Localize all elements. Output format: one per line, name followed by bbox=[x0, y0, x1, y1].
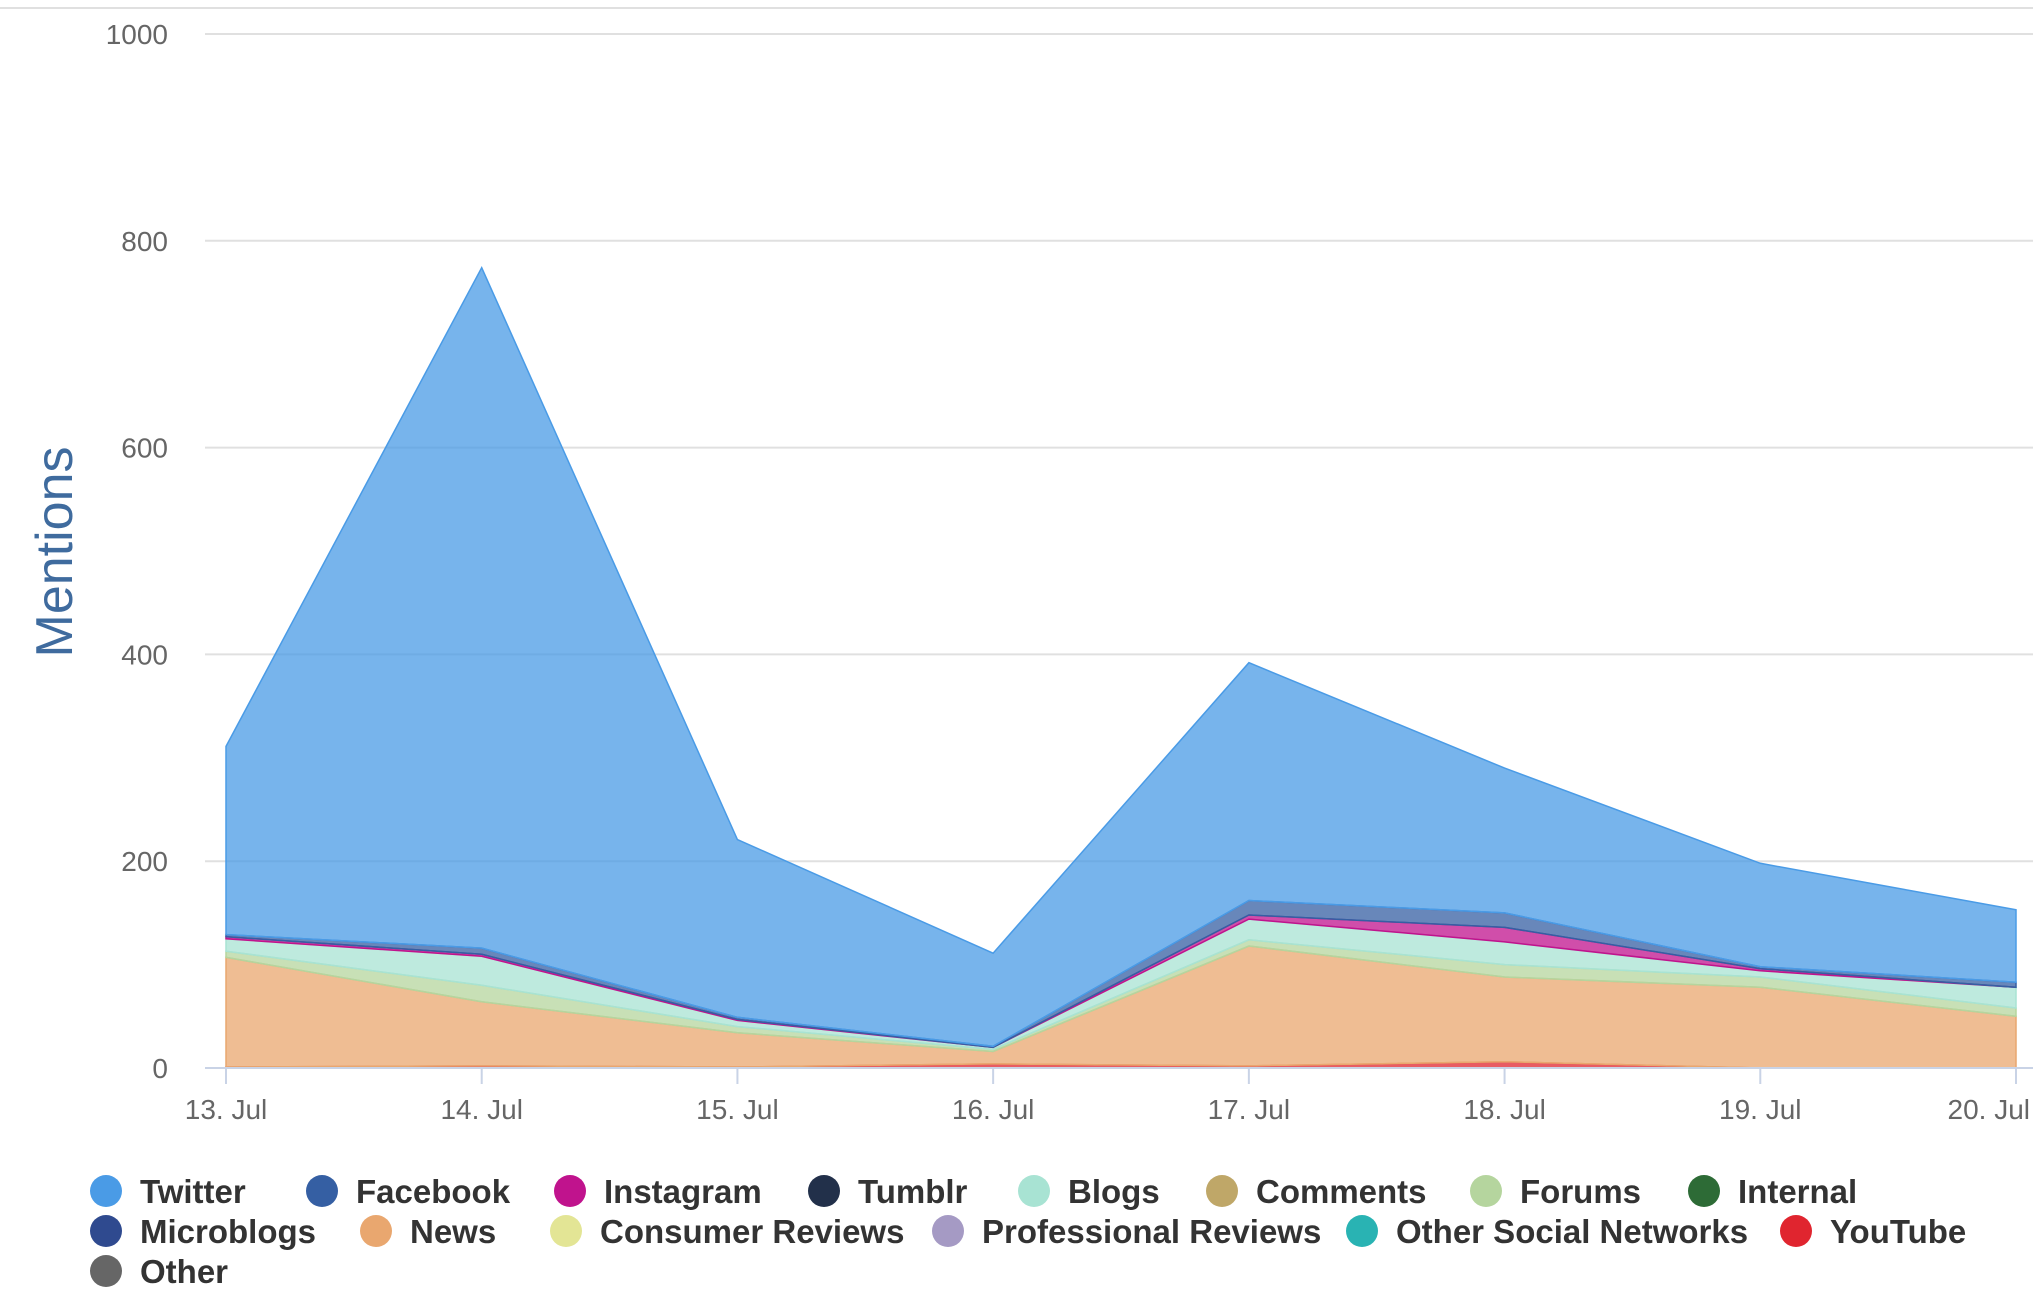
y-tick-label: 0 bbox=[152, 1053, 168, 1084]
y-tick-label: 1000 bbox=[106, 19, 168, 50]
legend-marker bbox=[1206, 1175, 1238, 1207]
legend-label: Consumer Reviews bbox=[600, 1213, 904, 1250]
legend-item-blogs[interactable]: Blogs bbox=[1018, 1173, 1160, 1210]
x-tick-label: 20. Jul bbox=[1948, 1094, 2031, 1125]
legend-item-news[interactable]: News bbox=[360, 1213, 496, 1250]
legend-marker bbox=[90, 1255, 122, 1287]
legend-item-youtube[interactable]: YouTube bbox=[1780, 1213, 1966, 1250]
legend-label: Facebook bbox=[356, 1173, 511, 1210]
legend-item-other[interactable]: Other bbox=[90, 1253, 228, 1290]
x-tick-label: 19. Jul bbox=[1719, 1094, 1802, 1125]
legend-label: News bbox=[410, 1213, 496, 1250]
axes: 0 200 400 600 800 1000 13. Jul 14. Jul 15. Jul 16… bbox=[106, 19, 2033, 1125]
legend-item-instagram[interactable]: Instagram bbox=[554, 1173, 762, 1210]
legend-item-comments[interactable]: Comments bbox=[1206, 1173, 1427, 1210]
legend-label: Other bbox=[140, 1253, 228, 1290]
legend-item-facebook[interactable]: Facebook bbox=[306, 1173, 511, 1210]
x-tick-label: 16. Jul bbox=[952, 1094, 1035, 1125]
x-tick-label: 15. Jul bbox=[696, 1094, 779, 1125]
legend-marker bbox=[932, 1215, 964, 1247]
legend-item-internal[interactable]: Internal bbox=[1688, 1173, 1857, 1210]
legend-item-tumblr[interactable]: Tumblr bbox=[808, 1173, 968, 1210]
legend-marker bbox=[306, 1175, 338, 1207]
legend-item-other-social-networks[interactable]: Other Social Networks bbox=[1346, 1213, 1748, 1250]
y-tick-label: 600 bbox=[121, 433, 168, 464]
legend-label: YouTube bbox=[1830, 1213, 1966, 1250]
legend-marker bbox=[1346, 1215, 1378, 1247]
area-series-layer bbox=[225, 265, 2017, 1069]
legend-marker bbox=[554, 1175, 586, 1207]
legend-label: Blogs bbox=[1068, 1173, 1160, 1210]
legend-item-forums[interactable]: Forums bbox=[1470, 1173, 1641, 1210]
legend-marker bbox=[1018, 1175, 1050, 1207]
legend-label: Twitter bbox=[140, 1173, 246, 1210]
legend-item-twitter[interactable]: Twitter bbox=[90, 1173, 246, 1210]
x-tick-label: 13. Jul bbox=[185, 1094, 268, 1125]
legend-label: Microblogs bbox=[140, 1213, 316, 1250]
legend-marker bbox=[1688, 1175, 1720, 1207]
x-tick-label: 18. Jul bbox=[1463, 1094, 1546, 1125]
legend-item-consumer-reviews[interactable]: Consumer Reviews bbox=[550, 1213, 904, 1250]
legend-label: Comments bbox=[1256, 1173, 1427, 1210]
legend-label: Other Social Networks bbox=[1396, 1213, 1748, 1250]
legend-marker bbox=[1470, 1175, 1502, 1207]
legend-marker bbox=[808, 1175, 840, 1207]
x-tick-label: 17. Jul bbox=[1208, 1094, 1291, 1125]
y-axis-label: Mentions bbox=[26, 447, 84, 658]
y-tick-label: 400 bbox=[121, 639, 168, 670]
y-tick-label: 800 bbox=[121, 226, 168, 257]
y-tick-label: 200 bbox=[121, 846, 168, 877]
legend-label: Instagram bbox=[604, 1173, 762, 1210]
area-series-twitter bbox=[225, 265, 2017, 1048]
legend: Twitter Facebook Instagram Tumblr Blogs Comme… bbox=[90, 1173, 1966, 1290]
legend-label: Tumblr bbox=[858, 1173, 968, 1210]
legend-item-professional-reviews[interactable]: Professional Reviews bbox=[932, 1213, 1321, 1250]
legend-label: Professional Reviews bbox=[982, 1213, 1321, 1250]
legend-marker bbox=[360, 1215, 392, 1247]
legend-marker bbox=[90, 1215, 122, 1247]
legend-marker bbox=[1780, 1215, 1812, 1247]
legend-item-microblogs[interactable]: Microblogs bbox=[90, 1213, 316, 1250]
legend-label: Forums bbox=[1520, 1173, 1641, 1210]
x-tick-label: 14. Jul bbox=[440, 1094, 523, 1125]
legend-marker bbox=[90, 1175, 122, 1207]
legend-label: Internal bbox=[1738, 1173, 1857, 1210]
legend-marker bbox=[550, 1215, 582, 1247]
